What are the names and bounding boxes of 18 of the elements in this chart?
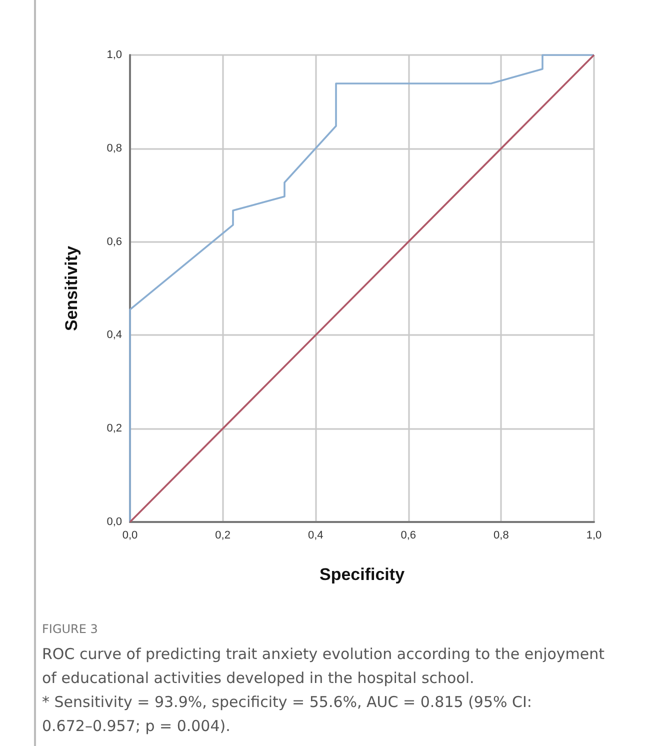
x-tick-label: 0,2 (215, 530, 230, 542)
x-tick-label: 0,8 (494, 530, 509, 542)
x-tick-label: 0,0 (122, 530, 138, 542)
x-tick-label: 0,4 (308, 530, 324, 542)
y-axis-title: Sensitivity (62, 245, 81, 332)
y-tick-label: 0,0 (106, 516, 122, 528)
y-tick-label: 0,8 (106, 142, 122, 154)
y-tick-label: 0,4 (106, 329, 122, 342)
caption: FIGURE 3 (42, 622, 98, 636)
y-tick-label: 0,2 (106, 422, 122, 435)
text: * Sensitivity = 93.9%, specificity = 55.6%, AUC = 0.815 (95% CI: 0.672–0.957; p = 0.004). (42, 693, 537, 735)
line-series (129, 54, 595, 523)
x-axis-title: Specificity (319, 565, 406, 584)
x-tick-label: 1,0 (586, 530, 602, 542)
y-tick-label: 1,0 (106, 49, 122, 61)
text: ROC curve of predicting trait anxiety evolution according to the enjoyment of educational activities developed in the hospital school. (42, 645, 610, 687)
x-tick-label: 0,6 (400, 530, 416, 542)
y-tick-label: 0,6 (106, 236, 122, 248)
